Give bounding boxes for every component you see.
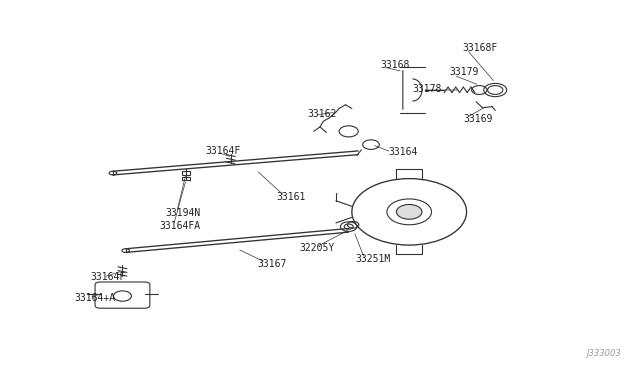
Text: 33178: 33178 [412,84,442,94]
Text: 33164FA: 33164FA [159,221,200,231]
Text: 33167: 33167 [257,259,287,269]
Text: 33164+A: 33164+A [75,292,116,302]
Text: 33164: 33164 [389,147,418,157]
Text: 33161: 33161 [276,192,306,202]
Circle shape [396,205,422,219]
Text: 33164F: 33164F [205,146,241,156]
Text: J333003: J333003 [586,349,621,358]
Text: 33194N: 33194N [166,208,201,218]
Text: 33168: 33168 [381,60,410,70]
Text: 33168F: 33168F [462,42,497,52]
Text: 33251M: 33251M [355,254,390,264]
Text: 33179: 33179 [449,67,479,77]
Text: 33169: 33169 [463,114,493,124]
Text: 33162: 33162 [307,109,337,119]
Text: 33164F: 33164F [91,272,126,282]
Text: 32205Y: 32205Y [300,243,335,253]
